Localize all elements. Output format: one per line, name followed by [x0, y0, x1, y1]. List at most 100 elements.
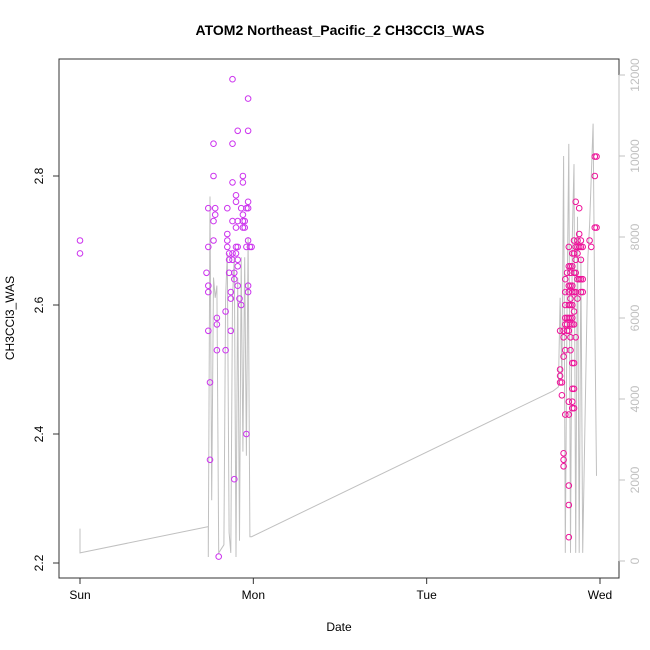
- data-point: [205, 204, 212, 212]
- points-layer: [76, 75, 600, 560]
- data-point: [560, 334, 567, 341]
- data-point: [210, 237, 217, 244]
- data-point: [572, 269, 580, 277]
- data-point: [244, 288, 252, 296]
- data-point: [210, 140, 217, 147]
- chart-title: ATOM2 Northeast_Pacific_2 CH3CCl3_WAS: [196, 22, 485, 38]
- data-point: [213, 314, 221, 322]
- data-point: [244, 127, 252, 135]
- data-point: [236, 295, 243, 302]
- data-point: [241, 224, 248, 231]
- data-point: [232, 250, 240, 257]
- x-tick-label: Mon: [242, 588, 265, 602]
- data-point: [206, 456, 214, 464]
- altitude-line-layer: [79, 123, 597, 558]
- x-tick-label: Wed: [588, 588, 612, 602]
- y2-tick-label: 12000: [628, 58, 642, 92]
- data-point: [577, 275, 585, 283]
- data-point: [570, 237, 578, 244]
- data-point: [231, 475, 238, 483]
- data-point: [567, 282, 574, 290]
- data-point: [570, 404, 578, 412]
- data-point: [229, 75, 236, 83]
- x-tick-label: Tue: [417, 588, 438, 602]
- data-point: [570, 250, 578, 257]
- data-point: [224, 237, 231, 244]
- y-tick-label: 2.8: [32, 167, 46, 184]
- data-point: [239, 224, 247, 231]
- x-tick-label: Sun: [69, 588, 90, 602]
- data-point: [567, 321, 574, 328]
- y2-tick-label: 8000: [628, 223, 642, 250]
- data-point: [562, 275, 569, 283]
- y-axis: 2.2 2.4 2.6 2.8: [32, 167, 60, 571]
- data-point: [239, 211, 247, 218]
- y2-tick-label: 0: [628, 557, 642, 564]
- data-point: [241, 217, 248, 225]
- data-point: [210, 172, 217, 180]
- data-point: [229, 179, 236, 186]
- altitude-series-line: [79, 123, 597, 558]
- data-point: [248, 243, 255, 251]
- x-axis: Sun Mon Tue Wed: [69, 577, 612, 602]
- data-point: [222, 308, 229, 315]
- data-point: [244, 237, 252, 244]
- data-point: [232, 224, 240, 231]
- y2-tick-label: 10000: [628, 139, 642, 173]
- data-point: [224, 230, 231, 238]
- data-point: [229, 250, 236, 257]
- data-point: [239, 217, 247, 225]
- data-point: [244, 95, 252, 102]
- data-point: [244, 198, 252, 206]
- data-point: [558, 379, 566, 386]
- data-point: [560, 450, 567, 457]
- y2-tick-label: 6000: [628, 304, 642, 331]
- data-point: [570, 385, 578, 393]
- data-point: [224, 204, 231, 212]
- data-point: [556, 372, 564, 380]
- data-point: [558, 392, 566, 399]
- data-point: [579, 288, 587, 296]
- data-point: [565, 533, 573, 541]
- data-point: [560, 463, 567, 470]
- data-point: [205, 243, 212, 251]
- data-point: [560, 456, 567, 464]
- data-point: [243, 430, 250, 438]
- data-point: [234, 243, 241, 251]
- data-point: [593, 224, 600, 231]
- data-point: [234, 127, 241, 135]
- data-point: [556, 379, 564, 386]
- data-point: [203, 269, 210, 277]
- data-point: [569, 398, 576, 406]
- data-point: [205, 288, 212, 296]
- data-point: [215, 553, 222, 560]
- data-point: [232, 192, 240, 199]
- data-point: [244, 282, 252, 290]
- data-point: [234, 282, 241, 290]
- data-point: [210, 217, 217, 225]
- data-point: [556, 366, 564, 373]
- data-point: [562, 411, 569, 418]
- data-point: [225, 250, 233, 257]
- y2-axis-right: 0 2000 4000 6000 8000 10000 12000: [618, 58, 642, 564]
- data-point: [224, 243, 231, 251]
- data-point: [569, 263, 576, 270]
- data-point: [231, 275, 238, 283]
- data-point: [227, 295, 235, 302]
- data-point: [579, 275, 587, 283]
- data-point: [562, 288, 569, 296]
- data-point: [211, 211, 219, 218]
- data-point: [586, 237, 593, 244]
- data-point: [229, 140, 236, 147]
- data-point: [567, 314, 574, 322]
- data-point: [574, 237, 581, 244]
- x-axis-label: Date: [326, 620, 352, 634]
- data-point: [227, 327, 235, 335]
- y2-tick-label: 2000: [628, 466, 642, 493]
- data-point: [588, 243, 595, 251]
- y2-tick-label: 4000: [628, 385, 642, 412]
- plot-frame: [58, 58, 620, 579]
- data-point: [574, 295, 581, 302]
- y-tick-label: 2.2: [32, 554, 46, 571]
